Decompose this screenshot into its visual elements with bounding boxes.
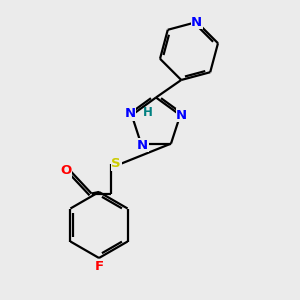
Text: O: O <box>60 164 72 178</box>
Text: S: S <box>111 157 121 170</box>
Text: N: N <box>176 109 187 122</box>
Text: N: N <box>191 16 202 28</box>
Text: F: F <box>94 260 103 274</box>
Text: H: H <box>142 106 152 118</box>
Text: N: N <box>137 139 148 152</box>
Text: N: N <box>125 107 136 120</box>
